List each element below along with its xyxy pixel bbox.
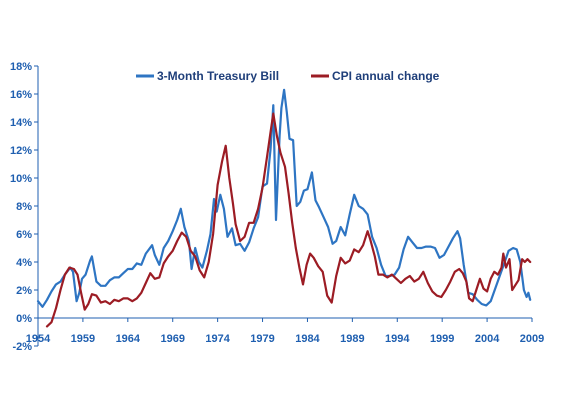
y-tick-label: 18% (10, 61, 32, 73)
series-lines (36, 88, 532, 328)
series-line-cpi (45, 112, 532, 328)
x-tick-label: 1959 (71, 333, 95, 345)
x-tick-label: 2004 (475, 333, 500, 345)
x-tick-label: 1999 (430, 333, 454, 345)
y-tick-label: 14% (10, 117, 32, 129)
series-line-treasury-bill (36, 88, 532, 308)
y-tick-label: 4% (16, 257, 32, 269)
y-axis: -2% 0% 2% 4% 6% 8% 10% 12% 14% 16% 18% (10, 61, 39, 353)
y-tick-label: 10% (10, 173, 32, 185)
x-tick-label: 1989 (340, 333, 364, 345)
y-tick-label: -2% (12, 341, 32, 353)
y-tick-label: 16% (10, 89, 32, 101)
x-tick-label: 1964 (116, 333, 141, 345)
y-tick-label: 12% (10, 145, 32, 157)
x-tick-label: 1984 (295, 333, 320, 345)
x-tick-label: 2009 (520, 333, 544, 345)
x-tick-label: 1974 (205, 333, 230, 345)
x-tick-label: 1979 (250, 333, 274, 345)
x-tick-label: 1954 (26, 333, 51, 345)
legend: 3-Month Treasury Bill CPI annual change (136, 69, 440, 83)
y-tick-label: 6% (16, 229, 32, 241)
x-axis: 1954 1959 1964 1969 1974 1979 1984 1989 1994 1999… (26, 317, 544, 345)
legend-label-treasury: 3-Month Treasury Bill (157, 69, 279, 83)
x-tick-label: 1994 (385, 333, 410, 345)
y-tick-label: 2% (16, 285, 32, 297)
legend-label-cpi: CPI annual change (332, 69, 440, 83)
x-tick-label: 1969 (160, 333, 184, 345)
y-tick-label: 8% (16, 201, 32, 213)
y-tick-label: 0% (16, 313, 32, 325)
